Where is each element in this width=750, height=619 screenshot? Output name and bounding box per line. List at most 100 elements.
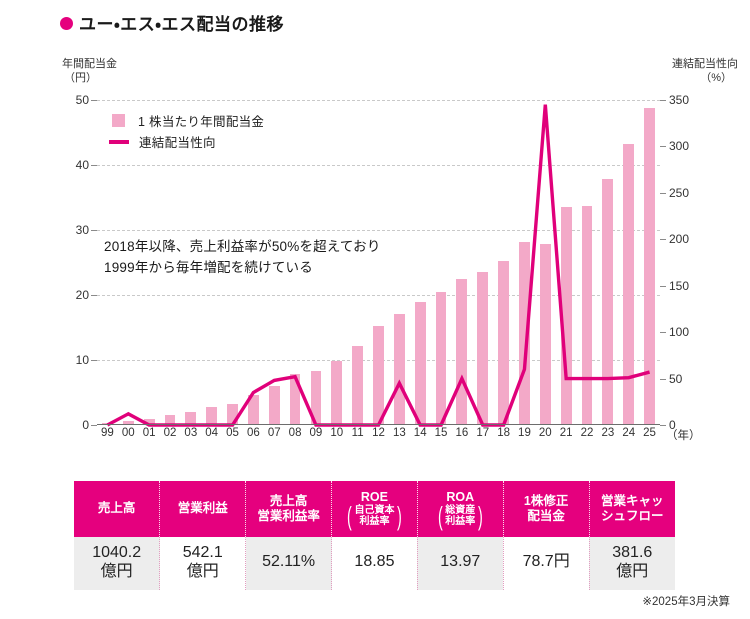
x-axis-tick-label: 23 (601, 427, 615, 439)
bar-series (97, 100, 660, 425)
kpi-column-header: ROA(総資産 利益率) (417, 481, 504, 537)
kpi-value-main: 78.7円 (522, 553, 570, 571)
page-title-text: ユー・エス・エス配当の推移 (79, 15, 285, 34)
kpi-value-cell: 78.7円 (503, 537, 590, 590)
left-axis-tick-mark (91, 295, 97, 296)
left-axis-tick-label: 20 (75, 288, 89, 302)
paren-close: ) (478, 500, 484, 531)
x-axis-labels: 99 00 01 02 03 04 05 06 07 08 09 10 11 12 13 14 15 16 17 18… (97, 427, 660, 445)
footnote: ※2025年3月決算 (642, 596, 730, 608)
chart-legend: 1 株当たり年間配当金 連結配当性向 (109, 110, 264, 152)
x-axis-tick-label: 04 (205, 427, 219, 439)
x-axis-tick-label: 00 (121, 427, 135, 439)
gridline (97, 295, 660, 296)
left-axis-tick-mark (91, 230, 97, 231)
kpi-header-sub: 総資産 利益率 (445, 504, 476, 527)
kpi-table-wrapper: 売上高 営業利益 売上高 営業利益率 ROE(自己資本 利益率) ROA(総資産 利益率) 1株… (74, 481, 675, 590)
legend-bar-label: 1 株当たり年間配当金 (138, 115, 265, 129)
bar (560, 207, 572, 425)
right-axis-tick-label: 250 (669, 185, 690, 200)
kpi-header-main: 売上高 (97, 501, 136, 515)
gridline (97, 165, 660, 166)
left-axis-tick-label: 30 (75, 223, 89, 237)
left-axis-tick-label: 0 (82, 418, 89, 432)
bar (644, 107, 655, 425)
kpi-header-main: 売上高 営業利益率 (257, 493, 320, 523)
bar (602, 179, 614, 425)
bar (581, 205, 593, 425)
annotation-line-2: 1999年から毎年増配を続けている (104, 259, 313, 275)
x-axis-tick-label: 06 (246, 427, 260, 439)
bar (373, 325, 384, 425)
bar (247, 395, 259, 425)
legend-item-bar: 1 株当たり年間配当金 (112, 110, 264, 131)
kpi-column-header: ROE(自己資本 利益率) (331, 481, 418, 537)
kpi-value-cell: 1040.2 億円 (74, 537, 161, 590)
left-axis-tick-label: 50 (75, 93, 89, 107)
x-axis-tick-label: 11 (351, 427, 364, 439)
x-axis-tick-label: 18 (497, 427, 511, 439)
kpi-value-cell: 542.1 億円 (159, 537, 247, 590)
left-axis-unit: （円） (64, 72, 97, 85)
left-axis-caption: 年間配当金 （円） (62, 57, 117, 85)
right-axis-tick-label: 350 (669, 93, 690, 107)
kpi-value-cell: 13.97 (417, 537, 504, 590)
x-axis-tick-label: 12 (372, 427, 385, 439)
bar (352, 345, 364, 425)
left-axis-tick-mark (91, 100, 97, 101)
x-axis-tick-label: 08 (288, 427, 302, 439)
legend-line-swatch (109, 139, 129, 144)
right-axis-caption-text: 連結配当性向 (672, 58, 738, 70)
kpi-value-cell: 52.11% (245, 537, 333, 590)
kpi-header-sub-wrap: (総資産 利益率) (419, 500, 502, 531)
kpi-value-main: 381.6 (612, 544, 653, 561)
x-axis-tick-label: 22 (580, 427, 594, 439)
x-axis-tick-label: 17 (476, 427, 490, 439)
kpi-table: 売上高 営業利益 売上高 営業利益率 ROE(自己資本 利益率) ROA(総資産 利益率) 1株… (74, 481, 675, 590)
kpi-header-main: 営業キャッ シュフロー (601, 493, 664, 523)
kpi-value-unit: 億円 (186, 562, 219, 580)
left-axis-tick-mark (91, 360, 97, 361)
x-axis-tick-label: 03 (184, 427, 198, 439)
x-axis-tick-label: 19 (518, 427, 531, 439)
chart-plot-area: 0 10 20 30 40 50 0 50 100 150 200 250 300 350 (76, 94, 689, 431)
kpi-header-main: ROE (360, 489, 388, 504)
x-axis-tick-label: 01 (142, 427, 156, 439)
bar (477, 271, 489, 425)
paren-open: ( (437, 500, 443, 531)
left-axis-tick-mark (91, 165, 97, 166)
kpi-value-main: 18.85 (354, 553, 395, 571)
right-axis-caption: 連結配当性向 （%） (672, 57, 738, 85)
right-axis-tick-label: 300 (669, 139, 690, 154)
x-axis-tick-label: 14 (413, 427, 427, 439)
bar (268, 386, 280, 425)
x-axis-line (97, 424, 660, 425)
x-axis-tick-label: 16 (455, 427, 469, 439)
bar (456, 278, 468, 425)
bar (227, 403, 238, 425)
right-axis-unit: （%） (700, 72, 732, 85)
kpi-value-main: 542.1 (182, 544, 223, 561)
x-axis-tick-label: 15 (434, 427, 448, 439)
bar (331, 361, 343, 425)
right-axis-tick-mark (660, 100, 666, 101)
right-axis-tick-label: 200 (669, 232, 690, 247)
right-axis-tick-label: 150 (669, 278, 690, 293)
bar (498, 261, 510, 425)
right-axis-tick-label: 100 (669, 325, 690, 340)
legend-item-line: 連結配当性向 (109, 131, 264, 152)
legend-line-label: 連結配当性向 (139, 136, 216, 150)
legend-bar-swatch (112, 114, 125, 127)
x-axis-unit: （年） (666, 430, 701, 442)
x-axis-tick-label: 05 (226, 427, 239, 439)
right-axis-tick-mark (660, 425, 666, 426)
kpi-table-value-row: 1040.2 億円 542.1 億円 52.11% 18.85 13.97 78.7円 381.… (74, 537, 675, 590)
kpi-value-cell: 381.6 億円 (589, 537, 675, 590)
x-axis-tick-label: 24 (622, 427, 636, 439)
x-axis-tick-label: 21 (559, 427, 573, 439)
kpi-table-header-row: 売上高 営業利益 売上高 営業利益率 ROE(自己資本 利益率) ROA(総資産 利益率) 1株… (74, 481, 675, 537)
right-axis-tick-label: 0 (669, 418, 676, 432)
kpi-value-main: 52.11% (262, 553, 316, 571)
kpi-column-header: 売上高 (74, 481, 161, 537)
left-axis-tick-mark (91, 425, 97, 426)
